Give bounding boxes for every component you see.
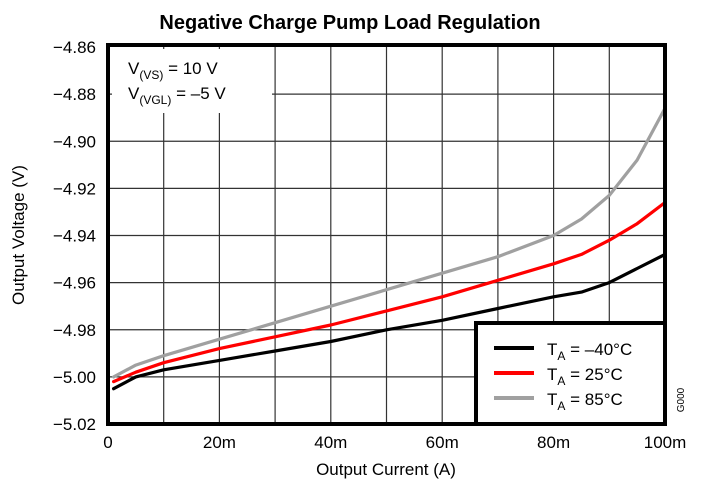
series-line-0 — [111, 252, 667, 391]
legend-label: TA = 25°C — [547, 365, 623, 388]
x-tick-label: 40m — [314, 433, 347, 452]
y-tick-label: −4.98 — [53, 321, 96, 340]
x-tick-label: 20m — [203, 433, 236, 452]
series-line-2 — [111, 106, 667, 379]
grid — [108, 47, 665, 424]
y-tick-label: −5.00 — [53, 368, 96, 387]
legend: TA = –40°CTA = 25°CTA = 85°C — [474, 321, 667, 426]
x-axis-label: Output Current (A) — [316, 460, 456, 479]
x-tick-labels: 0 20m 40m 60m 80m 100m — [103, 433, 686, 452]
annotation-vs: V(VS) = 10 V — [128, 59, 218, 82]
annotation-background — [112, 49, 272, 113]
x-tick-label: 60m — [426, 433, 459, 452]
y-tick-label: −4.94 — [53, 227, 96, 246]
y-tick-label: −4.86 — [53, 38, 96, 57]
x-tick-label: 80m — [537, 433, 570, 452]
series-line-1 — [111, 200, 667, 384]
y-axis-label: Output Voltage (V) — [9, 165, 28, 305]
y-tick-label: −4.92 — [53, 179, 96, 198]
figure-code: G000 — [676, 387, 687, 412]
series-group — [111, 106, 667, 391]
legend-label: TA = 85°C — [547, 390, 623, 413]
annotation-vgl: V(VGL) = –5 V — [128, 84, 226, 107]
y-tick-label: −5.02 — [53, 415, 96, 434]
plot-frame — [106, 43, 667, 426]
y-tick-label: −4.90 — [53, 132, 96, 151]
y-tick-label: −4.96 — [53, 274, 96, 293]
y-tick-labels: −4.86 −4.88 −4.90 −4.92 −4.94 −4.96 −4.98 −5.00… — [53, 38, 96, 434]
x-tick-label: 100m — [644, 433, 687, 452]
y-tick-label: −4.88 — [53, 85, 96, 104]
chart-title: Negative Charge Pump Load Regulation — [159, 12, 540, 34]
legend-label: TA = –40°C — [547, 340, 632, 363]
x-tick-label: 0 — [103, 433, 112, 452]
